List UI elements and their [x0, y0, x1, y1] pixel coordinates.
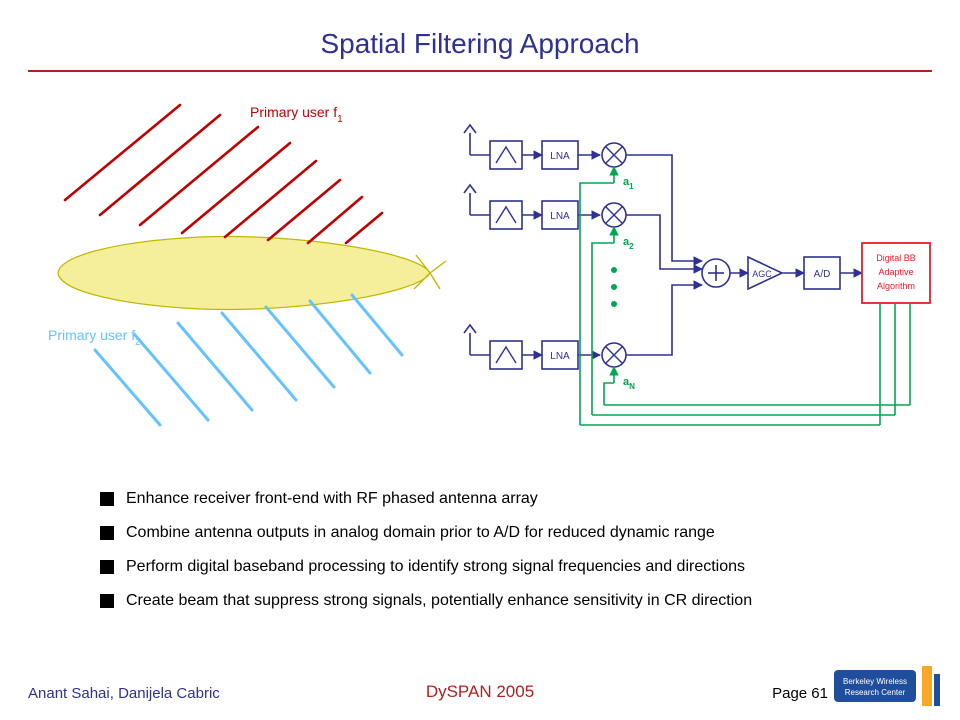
adc-label: A/D	[814, 269, 831, 280]
rf-chain-2: LNA a2	[464, 185, 702, 269]
bullet-item: Create beam that suppress strong signals…	[100, 592, 880, 610]
bullet-list: Enhance receiver front-end with RF phase…	[100, 490, 880, 626]
agc-label: AGC	[752, 269, 772, 279]
lna-label: LNA	[550, 351, 570, 362]
rf-chain-1: LNA a1	[464, 125, 702, 261]
primary1-label: Primary user f1	[250, 104, 343, 125]
adaptive-label-1: Digital BB	[876, 253, 916, 263]
primary1-waves	[65, 105, 382, 243]
coeff-a2: a2	[623, 236, 634, 251]
horizontal-rule	[28, 70, 932, 72]
footer: Anant Sahai, Danijela Cabric DySPAN 2005…	[0, 662, 960, 708]
primary2-label: Primary user f2	[48, 327, 141, 348]
adaptive-label-2: Adaptive	[878, 267, 913, 277]
lna-label: LNA	[550, 151, 570, 162]
beam-lobe	[58, 236, 446, 309]
bullet-item: Enhance receiver front-end with RF phase…	[100, 490, 880, 508]
ellipsis-dots	[611, 267, 617, 307]
logo-text-1: Berkeley Wireless	[843, 677, 907, 686]
footer-conference: DySPAN 2005	[426, 682, 534, 702]
bullet-item: Perform digital baseband processing to i…	[100, 558, 880, 576]
logo-text-2: Research Center	[845, 688, 906, 697]
circuit: LNA a1 LNA	[464, 125, 930, 425]
bullet-item: Combine antenna outputs in analog domain…	[100, 524, 880, 542]
footer-page: Page 61	[772, 685, 828, 702]
page-title: Spatial Filtering Approach	[0, 0, 960, 60]
diagram: Primary user f1 Primary user f2	[0, 85, 960, 465]
footer-authors: Anant Sahai, Danijela Cabric	[28, 685, 220, 702]
lna-label: LNA	[550, 211, 570, 222]
coeff-aN: aN	[623, 376, 635, 391]
rf-chain-n: LNA aN	[464, 285, 702, 391]
coeff-a1: a1	[623, 176, 634, 191]
bwrc-logo: Berkeley Wireless Research Center	[834, 664, 944, 708]
adaptive-label-3: Algorithm	[877, 281, 915, 291]
primary2-waves	[95, 295, 402, 425]
